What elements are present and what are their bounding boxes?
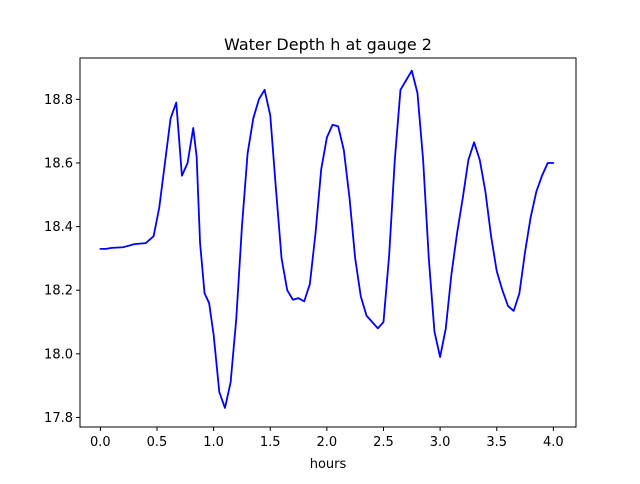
x-tick-label: 2.0 [317, 435, 338, 450]
plot-frame [79, 57, 577, 428]
x-tick-label: 1.5 [260, 435, 281, 450]
x-tick-label: 2.5 [373, 435, 394, 450]
x-tick-label: 3.5 [486, 435, 507, 450]
y-tick-label: 18.6 [44, 156, 73, 171]
y-tick-label: 18.4 [44, 220, 73, 235]
y-tick-label: 18.0 [44, 347, 73, 362]
y-tick-label: 18.8 [44, 93, 73, 108]
chart-title: Water Depth h at gauge 2 [224, 35, 432, 54]
y-tick-label: 17.8 [44, 411, 73, 426]
plot-layer [99, 69, 555, 409]
y-tick-label: 18.2 [44, 284, 73, 299]
series-line-0 [99, 69, 555, 409]
x-tick-label: 1.0 [203, 435, 224, 450]
x-tick-label: 3.0 [430, 435, 451, 450]
x-axis: 0.0 0.5 1.0 1.5 2.0 2.5 3.0 3.5 4.0 [90, 427, 564, 450]
x-axis-label: hours [310, 457, 347, 472]
x-tick-label: 0.0 [90, 435, 111, 450]
x-tick-label: 0.5 [147, 435, 168, 450]
x-tick-label: 4.0 [543, 435, 564, 450]
y-axis: 17.8 18.0 18.2 18.4 18.6 18.8 [44, 93, 80, 426]
